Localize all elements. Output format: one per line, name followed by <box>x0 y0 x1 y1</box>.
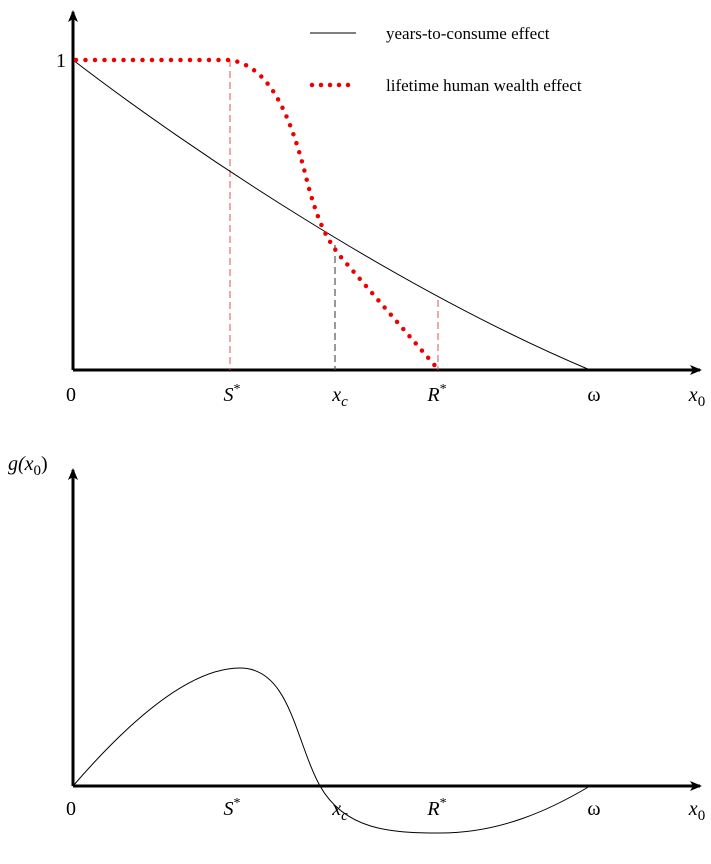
label-sup: * <box>234 382 241 397</box>
label-base: x <box>331 798 341 820</box>
label-base: ω <box>587 384 600 406</box>
label-sub: 0 <box>698 394 706 410</box>
wealth-curve <box>73 57 440 371</box>
axis-label: ω <box>587 798 600 820</box>
axis-label: ω <box>587 384 600 406</box>
axis-label: S* <box>224 382 241 406</box>
g-curve <box>72 667 591 834</box>
label-base: x <box>688 798 698 820</box>
label-base: ω <box>587 798 600 820</box>
axis-label: 0 <box>66 798 76 820</box>
label-sub: c <box>341 394 348 410</box>
years-curve <box>72 59 591 371</box>
axis-label: g(x0) <box>8 453 48 479</box>
axis-label: x0 <box>688 798 705 824</box>
label-sup: * <box>234 796 241 811</box>
label-tail: ) <box>41 453 48 475</box>
axis-label: x0 <box>688 384 705 410</box>
axis-label: R* <box>426 382 446 406</box>
label-sub: 0 <box>34 463 42 479</box>
label-base: S <box>224 798 234 820</box>
label-sup: * <box>440 796 447 811</box>
axis-label: R* <box>426 796 446 820</box>
label-base: x <box>688 384 698 406</box>
axis-label: xc <box>331 384 348 410</box>
label-base: R <box>426 798 439 820</box>
label-base: R <box>426 384 439 406</box>
label-base: x <box>331 384 341 406</box>
label-sub: c <box>341 808 348 824</box>
axis-label: xc <box>331 798 348 824</box>
label-sup: * <box>440 382 447 397</box>
label-base: S <box>224 384 234 406</box>
legend-label: years-to-consume effect <box>386 24 550 43</box>
label-base: g(x <box>8 453 34 475</box>
y-label: 1 <box>56 50 66 72</box>
bottom-plot: 0 S* xc R* ω x0 g(x0) <box>8 453 705 834</box>
top-plot: years-to-consume effect lifetime human w… <box>56 10 705 410</box>
axis-label: 0 <box>66 384 76 406</box>
label-sub: 0 <box>698 808 706 824</box>
axis-label: S* <box>224 796 241 820</box>
legend-label: lifetime human wealth effect <box>386 76 582 95</box>
label-base: 0 <box>66 798 76 820</box>
label-base: 0 <box>66 384 76 406</box>
